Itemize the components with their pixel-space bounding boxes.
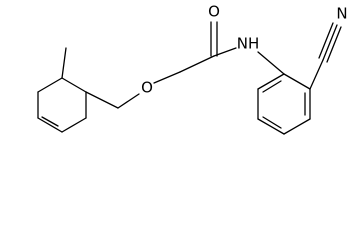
atom-label: O bbox=[208, 3, 220, 21]
bond bbox=[179, 55, 215, 73]
benzene-ring bbox=[257, 73, 311, 135]
bond bbox=[257, 51, 285, 75]
atom-label: N bbox=[336, 5, 347, 23]
triple-bond bbox=[322, 24, 338, 61]
double-bond-inner bbox=[262, 80, 282, 93]
atom-label: O bbox=[141, 79, 153, 97]
bond bbox=[153, 71, 181, 84]
triple-bond bbox=[318, 22, 334, 59]
bond bbox=[257, 118, 285, 135]
double-bond-inner bbox=[262, 116, 282, 129]
bond bbox=[213, 47, 237, 57]
triple-bond bbox=[326, 26, 342, 63]
bond bbox=[61, 77, 87, 93]
page: {"atoms": {"carbonyl_oxygen": "O", "amid… bbox=[37, 2, 348, 135]
bond bbox=[309, 59, 324, 90]
bond bbox=[283, 118, 311, 135]
atom-label: NH bbox=[237, 35, 260, 53]
double-bond-inner bbox=[41, 116, 59, 127]
bond bbox=[61, 117, 87, 133]
bond bbox=[257, 73, 285, 90]
bond bbox=[37, 117, 63, 133]
chain bbox=[85, 21, 285, 109]
bond bbox=[85, 91, 119, 109]
bond bbox=[283, 73, 311, 90]
molecule: O NH O N bbox=[37, 3, 348, 135]
nitrile bbox=[309, 22, 342, 90]
cyclohexene-ring bbox=[37, 47, 87, 133]
methyl-bond bbox=[61, 47, 67, 79]
bond bbox=[117, 93, 140, 109]
bond bbox=[37, 77, 63, 93]
